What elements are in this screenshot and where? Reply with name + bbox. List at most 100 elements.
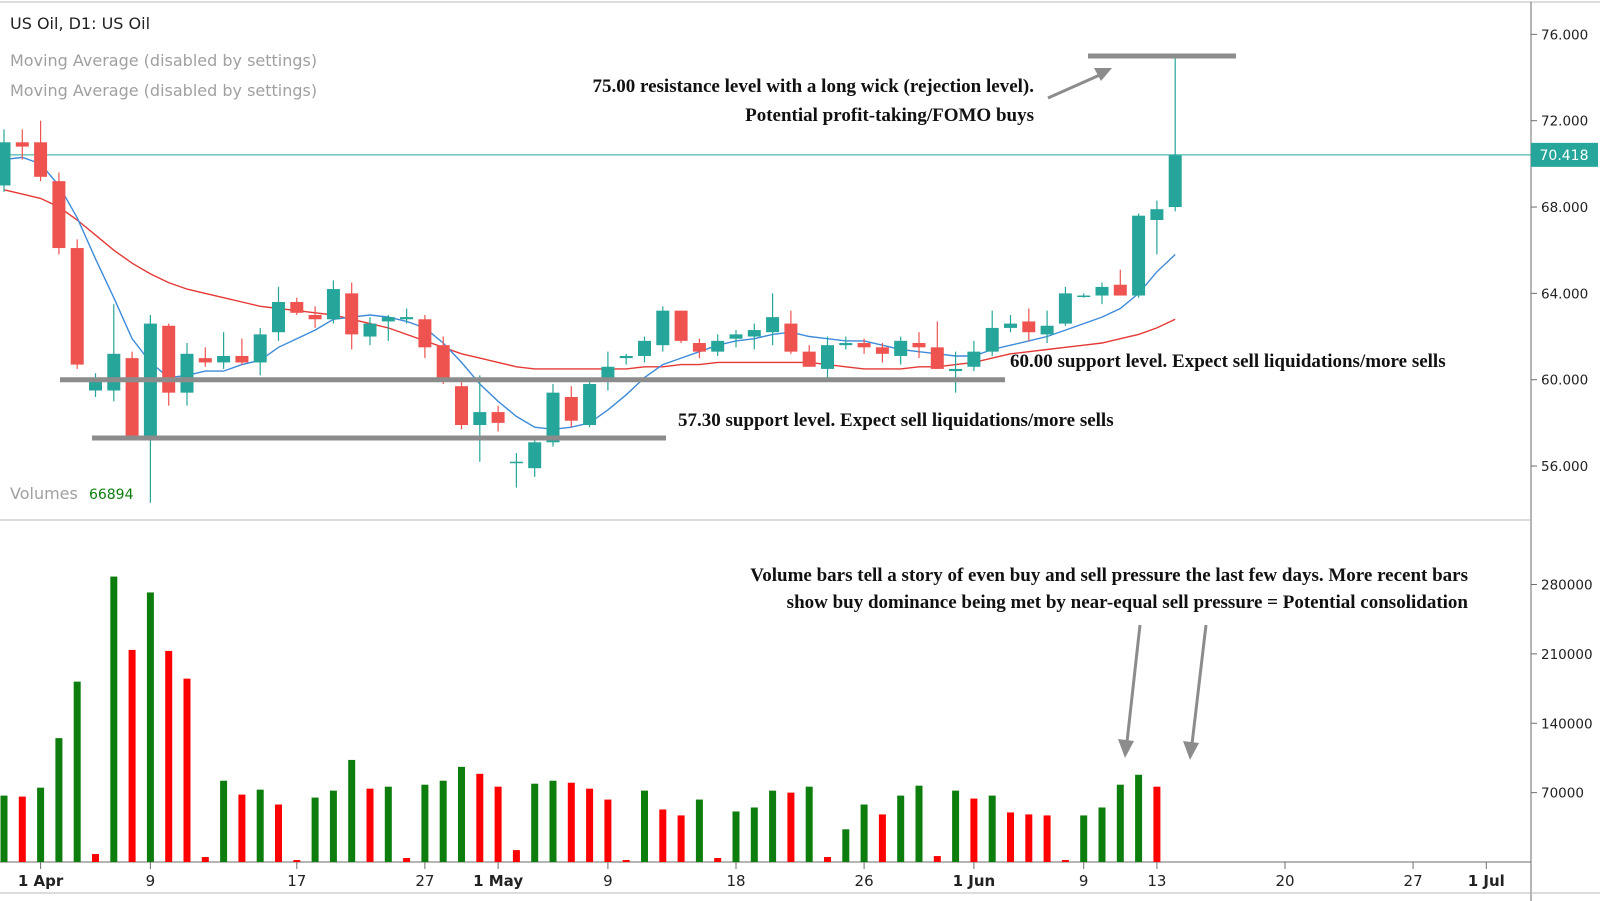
- volume-bar: [421, 784, 429, 862]
- candle-body: [89, 381, 102, 391]
- ma-indicator-1[interactable]: Moving Average (disabled by settings): [10, 51, 318, 70]
- time-tick-label: 1 Apr: [18, 872, 64, 890]
- candle: [400, 308, 414, 324]
- candle: [656, 306, 670, 352]
- candle: [1113, 269, 1127, 296]
- candle-body: [0, 142, 11, 186]
- time-tick-label: 27: [1404, 872, 1423, 890]
- candle: [15, 129, 29, 160]
- volume-bar: [805, 786, 813, 862]
- volume-bar: [37, 787, 45, 862]
- candle: [528, 440, 542, 477]
- candle-body: [198, 358, 212, 363]
- candle: [821, 336, 834, 378]
- volumes-legend[interactable]: Volumes 66894: [10, 484, 133, 503]
- volume-bar: [567, 782, 575, 862]
- time-axis[interactable]: 1 Apr 9 17 27 1 May 9 18 26 1 Jun 9 13 20 27 1 Jul: [18, 862, 1505, 890]
- candle-body: [729, 334, 743, 339]
- volume-bar: [1043, 815, 1051, 862]
- volume-bar: [0, 795, 8, 862]
- volume-bar: [183, 678, 191, 862]
- volume-bar: [128, 649, 136, 862]
- candle: [34, 120, 48, 182]
- candle-body: [436, 345, 450, 380]
- volume-bar: [549, 780, 557, 862]
- candle: [70, 239, 84, 369]
- candle: [491, 405, 505, 432]
- volume-bar: [824, 857, 831, 862]
- candle: [326, 280, 340, 324]
- price-tick-label: 68.000: [1541, 200, 1588, 216]
- volume-bar: [860, 804, 868, 862]
- candle-body: [363, 323, 377, 337]
- candle-body: [747, 330, 761, 337]
- volume-bar: [311, 797, 319, 862]
- time-tick-label: 9: [146, 872, 156, 890]
- candle: [949, 351, 963, 393]
- candle: [52, 172, 66, 255]
- candle: [912, 332, 926, 359]
- candle: [345, 282, 359, 350]
- volume-bar: [677, 815, 685, 862]
- candle-body: [52, 181, 66, 249]
- volume-bar: [73, 681, 81, 862]
- candle-body: [308, 314, 322, 320]
- candle-body: [418, 319, 432, 348]
- candle-body: [1058, 293, 1072, 324]
- resistance-arrow-shaft: [1047, 72, 1103, 100]
- candle-body: [546, 392, 560, 443]
- candle: [198, 347, 212, 367]
- candle: [509, 453, 523, 488]
- volume-bar: [55, 738, 63, 862]
- resistance-annotation-line1: 75.00 resistance level with a long wick …: [593, 76, 1034, 97]
- volume-bar: [604, 799, 612, 862]
- volume-bar: [403, 858, 411, 862]
- volume-bar: [476, 773, 484, 862]
- price-axis[interactable]: 76.000 72.000 68.000 64.000 60.000 56.000: [1531, 27, 1588, 475]
- candle: [436, 336, 450, 385]
- candle-body: [528, 442, 542, 469]
- chart-title[interactable]: US Oil, D1: US Oil: [10, 14, 151, 33]
- candle: [1168, 55, 1182, 212]
- candle-body: [784, 323, 798, 352]
- price-tick-label: 56.000: [1541, 459, 1588, 475]
- candle: [930, 321, 944, 369]
- ma-indicator-2[interactable]: Moving Average (disabled by settings): [10, 81, 318, 100]
- time-tick-label: 20: [1275, 872, 1294, 890]
- candle: [711, 334, 725, 356]
- current-price-label: 70.418: [1540, 148, 1589, 164]
- candle-body: [766, 317, 780, 333]
- volume-bar: [329, 790, 337, 862]
- candle-body: [1132, 215, 1146, 296]
- volume-bar: [1080, 815, 1088, 862]
- volume-bar: [146, 592, 154, 862]
- candlestick-series: [0, 55, 1182, 503]
- candle-body: [1113, 284, 1127, 296]
- candle: [381, 314, 395, 341]
- candle-body: [1077, 295, 1091, 298]
- volume-bar: [641, 790, 648, 862]
- candle-body: [1004, 323, 1017, 328]
- volume-bar: [458, 766, 465, 862]
- volume-bar: [512, 850, 520, 862]
- volume-series: [0, 576, 1161, 862]
- candle: [125, 351, 139, 441]
- volume-bar: [1061, 860, 1069, 862]
- candle: [875, 343, 889, 363]
- volume-bar: [201, 857, 209, 862]
- candle-body: [985, 327, 999, 352]
- price-tick-label: 72.000: [1541, 114, 1588, 130]
- candle: [784, 310, 798, 354]
- candle: [802, 345, 816, 367]
- volume-bar: [1007, 812, 1014, 862]
- candle-body: [235, 355, 249, 363]
- candle-body: [1022, 321, 1036, 333]
- candle: [1058, 286, 1072, 326]
- time-tick-label: 1 May: [473, 872, 523, 890]
- volume-arrow-right-shaft: [1190, 624, 1208, 745]
- time-tick-label: 9: [1079, 872, 1089, 890]
- volume-bar: [165, 650, 173, 862]
- candle: [253, 327, 267, 376]
- candle: [692, 338, 706, 359]
